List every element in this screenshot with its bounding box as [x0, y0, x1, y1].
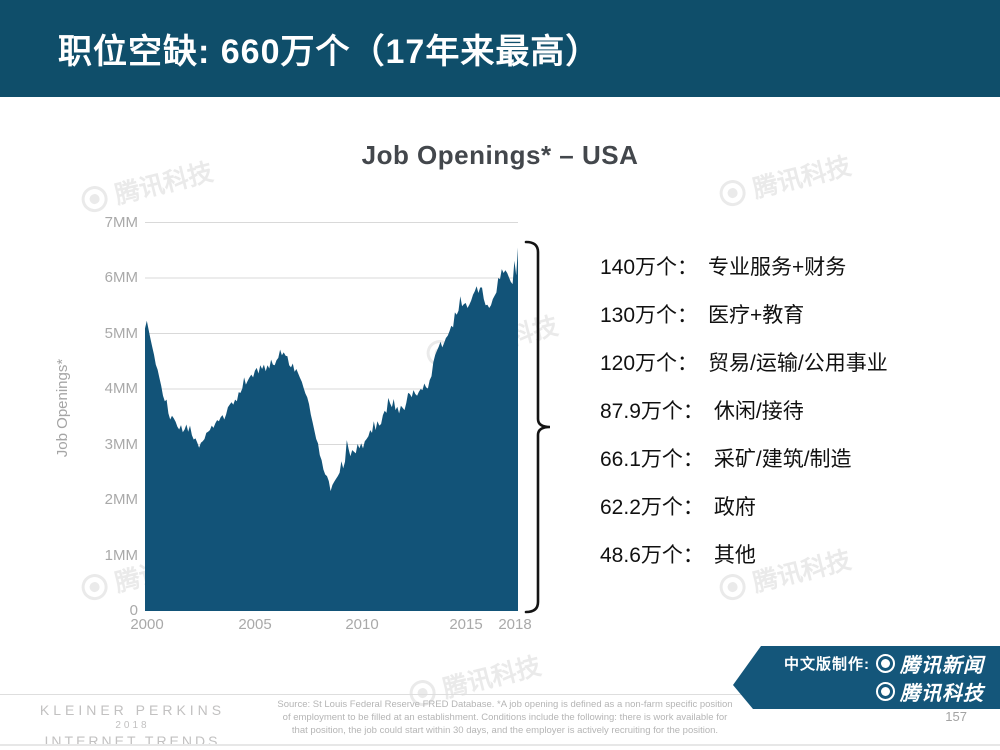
- badge-brand-tech: 腾讯科技: [900, 683, 984, 705]
- x-axis-tick-labels: 2000 2005 2010 2015 2018: [130, 616, 531, 638]
- annotation-value: 120万个：: [600, 352, 699, 375]
- watermark-text: 腾讯科技: [440, 652, 544, 704]
- y-axis-tick-labels: 0 1MM 2MM 3MM 4MM 5MM 6MM 7MM: [55, 0, 138, 750]
- x-axis-tick-label: 2015: [449, 616, 483, 633]
- annotation-value: 130万个：: [600, 304, 699, 327]
- annotation-row: 48.6万个： 其他: [600, 532, 980, 580]
- annotation-label: 医疗+教育: [708, 304, 805, 327]
- tencent-tech-logo-icon: [876, 682, 895, 701]
- y-axis-tick-label: 0: [129, 602, 138, 619]
- brand-line: KLEINER PERKINS: [39, 702, 226, 718]
- header-banner: 职位空缺: 660万个（17年来最高）: [0, 0, 1000, 97]
- annotation-row: 120万个： 贸易/运输/公用事业: [600, 340, 980, 388]
- group-bracket: [524, 240, 551, 614]
- source-line: Source: St Louis Federal Reserve FRED Da…: [277, 699, 733, 710]
- annotation-label: 休闲/接待: [713, 400, 804, 423]
- annotation-label: 其他: [713, 544, 756, 567]
- category-breakdown-list: 140万个： 专业服务+财务 130万个： 医疗+教育 120万个： 贸易/运输/公用事业…: [600, 244, 980, 580]
- y-axis-tick-label: 1MM: [104, 546, 138, 564]
- y-axis-tick-label: 6MM: [104, 269, 138, 287]
- job-openings-area-chart: [145, 222, 518, 611]
- annotation-row: 87.9万个： 休闲/接待: [600, 388, 980, 436]
- page-title: 职位空缺: 660万个（17年来最高）: [58, 33, 601, 71]
- source-note: Source: St Louis Federal Reserve FRED Da…: [275, 699, 735, 737]
- y-axis-tick-label: 7MM: [104, 213, 138, 231]
- badge-line: 腾讯科技: [876, 678, 1000, 706]
- x-axis-tick-label: 2000: [130, 616, 164, 633]
- x-axis-tick-label: 2010: [345, 616, 379, 633]
- annotation-value: 87.9万个：: [600, 400, 704, 423]
- y-axis-tick-label: 4MM: [104, 380, 138, 398]
- brand-line: 2018: [115, 720, 150, 731]
- y-axis-tick-label: 5MM: [104, 324, 138, 342]
- annotation-label: 贸易/运输/公用事业: [708, 352, 888, 375]
- annotation-value: 140万个：: [600, 256, 699, 279]
- badge-prefix: 中文版制作:: [784, 656, 870, 673]
- badge-line: 中文版制作: 腾讯新闻: [784, 650, 1000, 678]
- annotation-row: 130万个： 医疗+教育: [600, 292, 980, 340]
- footer-divider: [0, 694, 1000, 695]
- source-line: of employment to be filled at an establi…: [282, 711, 728, 723]
- tencent-news-logo-icon: [876, 654, 895, 673]
- tencent-credit-badge: 中文版制作: 腾讯新闻 腾讯科技: [733, 646, 1000, 709]
- y-axis-tick-label: 2MM: [104, 491, 138, 508]
- x-axis-tick-label: 2005: [238, 616, 272, 633]
- y-axis-tick-label: 3MM: [104, 435, 138, 453]
- annotation-label: 政府: [713, 496, 756, 519]
- annotation-row: 140万个： 专业服务+财务: [600, 244, 980, 292]
- annotation-row: 66.1万个： 采矿/建筑/制造: [600, 436, 980, 484]
- annotation-label: 采矿/建筑/制造: [713, 448, 852, 471]
- annotation-value: 62.2万个：: [600, 496, 704, 519]
- x-axis-tick-label: 2018: [498, 616, 532, 633]
- page-number: 157: [945, 709, 967, 724]
- annotation-label: 专业服务+财务: [708, 256, 847, 279]
- badge-brand-news: 腾讯新闻: [900, 655, 984, 677]
- annotation-value: 66.1万个：: [600, 448, 704, 471]
- area-series: [145, 247, 518, 611]
- chart-title: Job Openings* – USA: [361, 140, 639, 170]
- annotation-value: 48.6万个：: [600, 544, 704, 567]
- tencent-logo-icon: [716, 177, 749, 209]
- annotation-row: 62.2万个： 政府: [600, 484, 980, 532]
- source-line: that position, the job could start withi…: [291, 724, 719, 736]
- bottom-border: [0, 744, 1000, 746]
